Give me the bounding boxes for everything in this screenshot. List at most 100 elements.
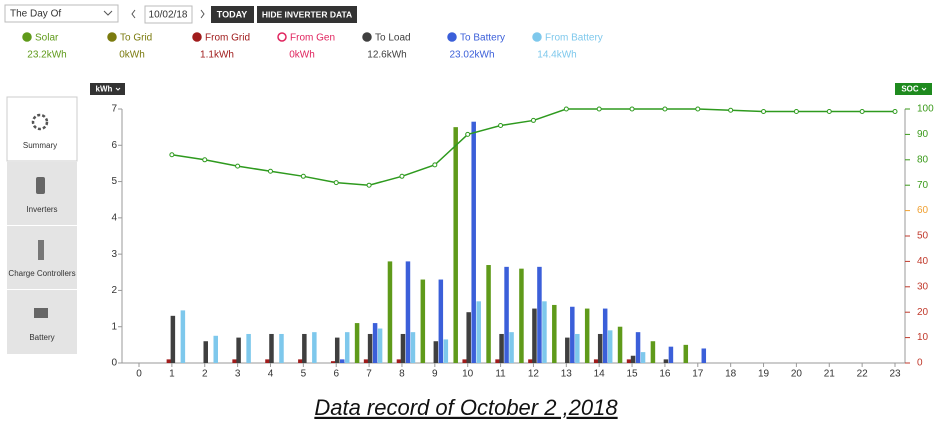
bar [635, 332, 641, 363]
y-tick-label: 2 [111, 285, 117, 296]
bar [344, 332, 350, 363]
today-label: TODAY [217, 9, 248, 19]
bar [593, 359, 599, 363]
y-tick-label: 0 [111, 358, 117, 369]
bar [532, 308, 537, 363]
bar [298, 359, 303, 363]
bar [363, 359, 369, 363]
legend-label: To Battery [460, 33, 505, 44]
bar [607, 330, 613, 363]
y2-tick-label: 60 [917, 205, 929, 216]
soc-point [662, 106, 668, 112]
x-tick-label: 4 [268, 369, 274, 380]
bar [476, 301, 481, 363]
bar [387, 261, 393, 363]
chevron [115, 87, 121, 91]
prev-day[interactable] [131, 9, 136, 19]
legend-total: 0kWh [119, 50, 145, 61]
soc-point [695, 106, 701, 112]
soc-point [859, 109, 865, 115]
range-select[interactable] [4, 4, 119, 23]
bar [683, 344, 689, 363]
x-tick-label: 11 [495, 369, 506, 380]
x-tick-label: 16 [659, 369, 671, 380]
legend-marker [192, 32, 202, 42]
soc-point [235, 163, 241, 169]
legend-marker [22, 32, 32, 42]
legend-label: From Gen [290, 33, 335, 44]
caption: Data record of October 2 ,2018 [314, 395, 618, 420]
x-tick-label: 0 [136, 369, 142, 380]
next-day[interactable] [200, 9, 205, 19]
bar [570, 306, 575, 363]
bar [400, 333, 406, 363]
soc-point [169, 152, 175, 158]
bar [453, 127, 458, 364]
bar [504, 266, 509, 363]
x-tick-label: 8 [399, 369, 405, 380]
x-tick-label: 20 [791, 369, 803, 380]
bar [203, 341, 208, 363]
soc-point [563, 106, 569, 112]
bar [668, 346, 674, 363]
y2-tick-label: 20 [917, 307, 929, 318]
y-tick-label: 4 [111, 212, 117, 223]
today-button[interactable] [211, 6, 254, 23]
dropdown-icon [103, 10, 113, 16]
x-tick-label: 15 [626, 369, 638, 380]
bar [420, 279, 426, 363]
tab[interactable] [7, 290, 77, 354]
bar [265, 359, 270, 363]
hide-button[interactable] [257, 6, 357, 23]
tab[interactable] [6, 96, 78, 162]
y2-tick-label: 100 [917, 104, 934, 115]
bar [334, 337, 340, 363]
x-tick-label: 14 [594, 369, 606, 380]
legend-label: From Grid [205, 33, 250, 44]
bar [405, 261, 411, 363]
battery-icon [34, 308, 48, 318]
y2-tick-label: 50 [917, 231, 929, 242]
x-tick-label: 2 [202, 369, 208, 380]
bar [312, 332, 317, 363]
y-tick-label: 3 [111, 249, 117, 260]
legend-label: Solar [35, 33, 59, 44]
legend-marker [277, 32, 287, 42]
bar [466, 312, 471, 363]
x-tick-label: 22 [857, 369, 869, 380]
bar [640, 352, 646, 363]
controller-icon [38, 240, 44, 260]
soc-badge[interactable] [895, 83, 932, 95]
tab-label: Charge Controllers [8, 269, 75, 278]
bar [438, 279, 444, 363]
inverter-icon [36, 177, 45, 194]
bar [701, 348, 707, 363]
legend-label: To Grid [120, 33, 152, 44]
y2-tick-label: 90 [917, 129, 929, 140]
legend-total: 23.2kWh [27, 50, 66, 61]
legend-marker [362, 32, 372, 42]
legend-total: 14.4kWh [537, 50, 576, 61]
y2-tick-label: 10 [917, 332, 929, 343]
bar [630, 355, 636, 363]
y2-tick-label: 40 [917, 256, 929, 267]
y-tick-label: 5 [111, 176, 117, 187]
bar [246, 333, 251, 363]
kwh-badge[interactable] [90, 83, 125, 95]
sidebar: Summary Inverters Charge Controllers Bat… [6, 96, 78, 354]
bar [626, 359, 632, 363]
soc-point [498, 123, 504, 129]
bar [367, 333, 373, 363]
x-tick-label: 9 [432, 369, 438, 380]
soc-point [399, 173, 405, 179]
bar [462, 359, 467, 363]
range-label: The Day Of [10, 9, 61, 20]
bar [602, 308, 608, 363]
bar [565, 337, 570, 363]
soc-point [300, 173, 306, 179]
bar [377, 328, 383, 363]
soc-point [793, 109, 799, 115]
bar [519, 268, 524, 363]
date-input[interactable] [144, 5, 193, 24]
